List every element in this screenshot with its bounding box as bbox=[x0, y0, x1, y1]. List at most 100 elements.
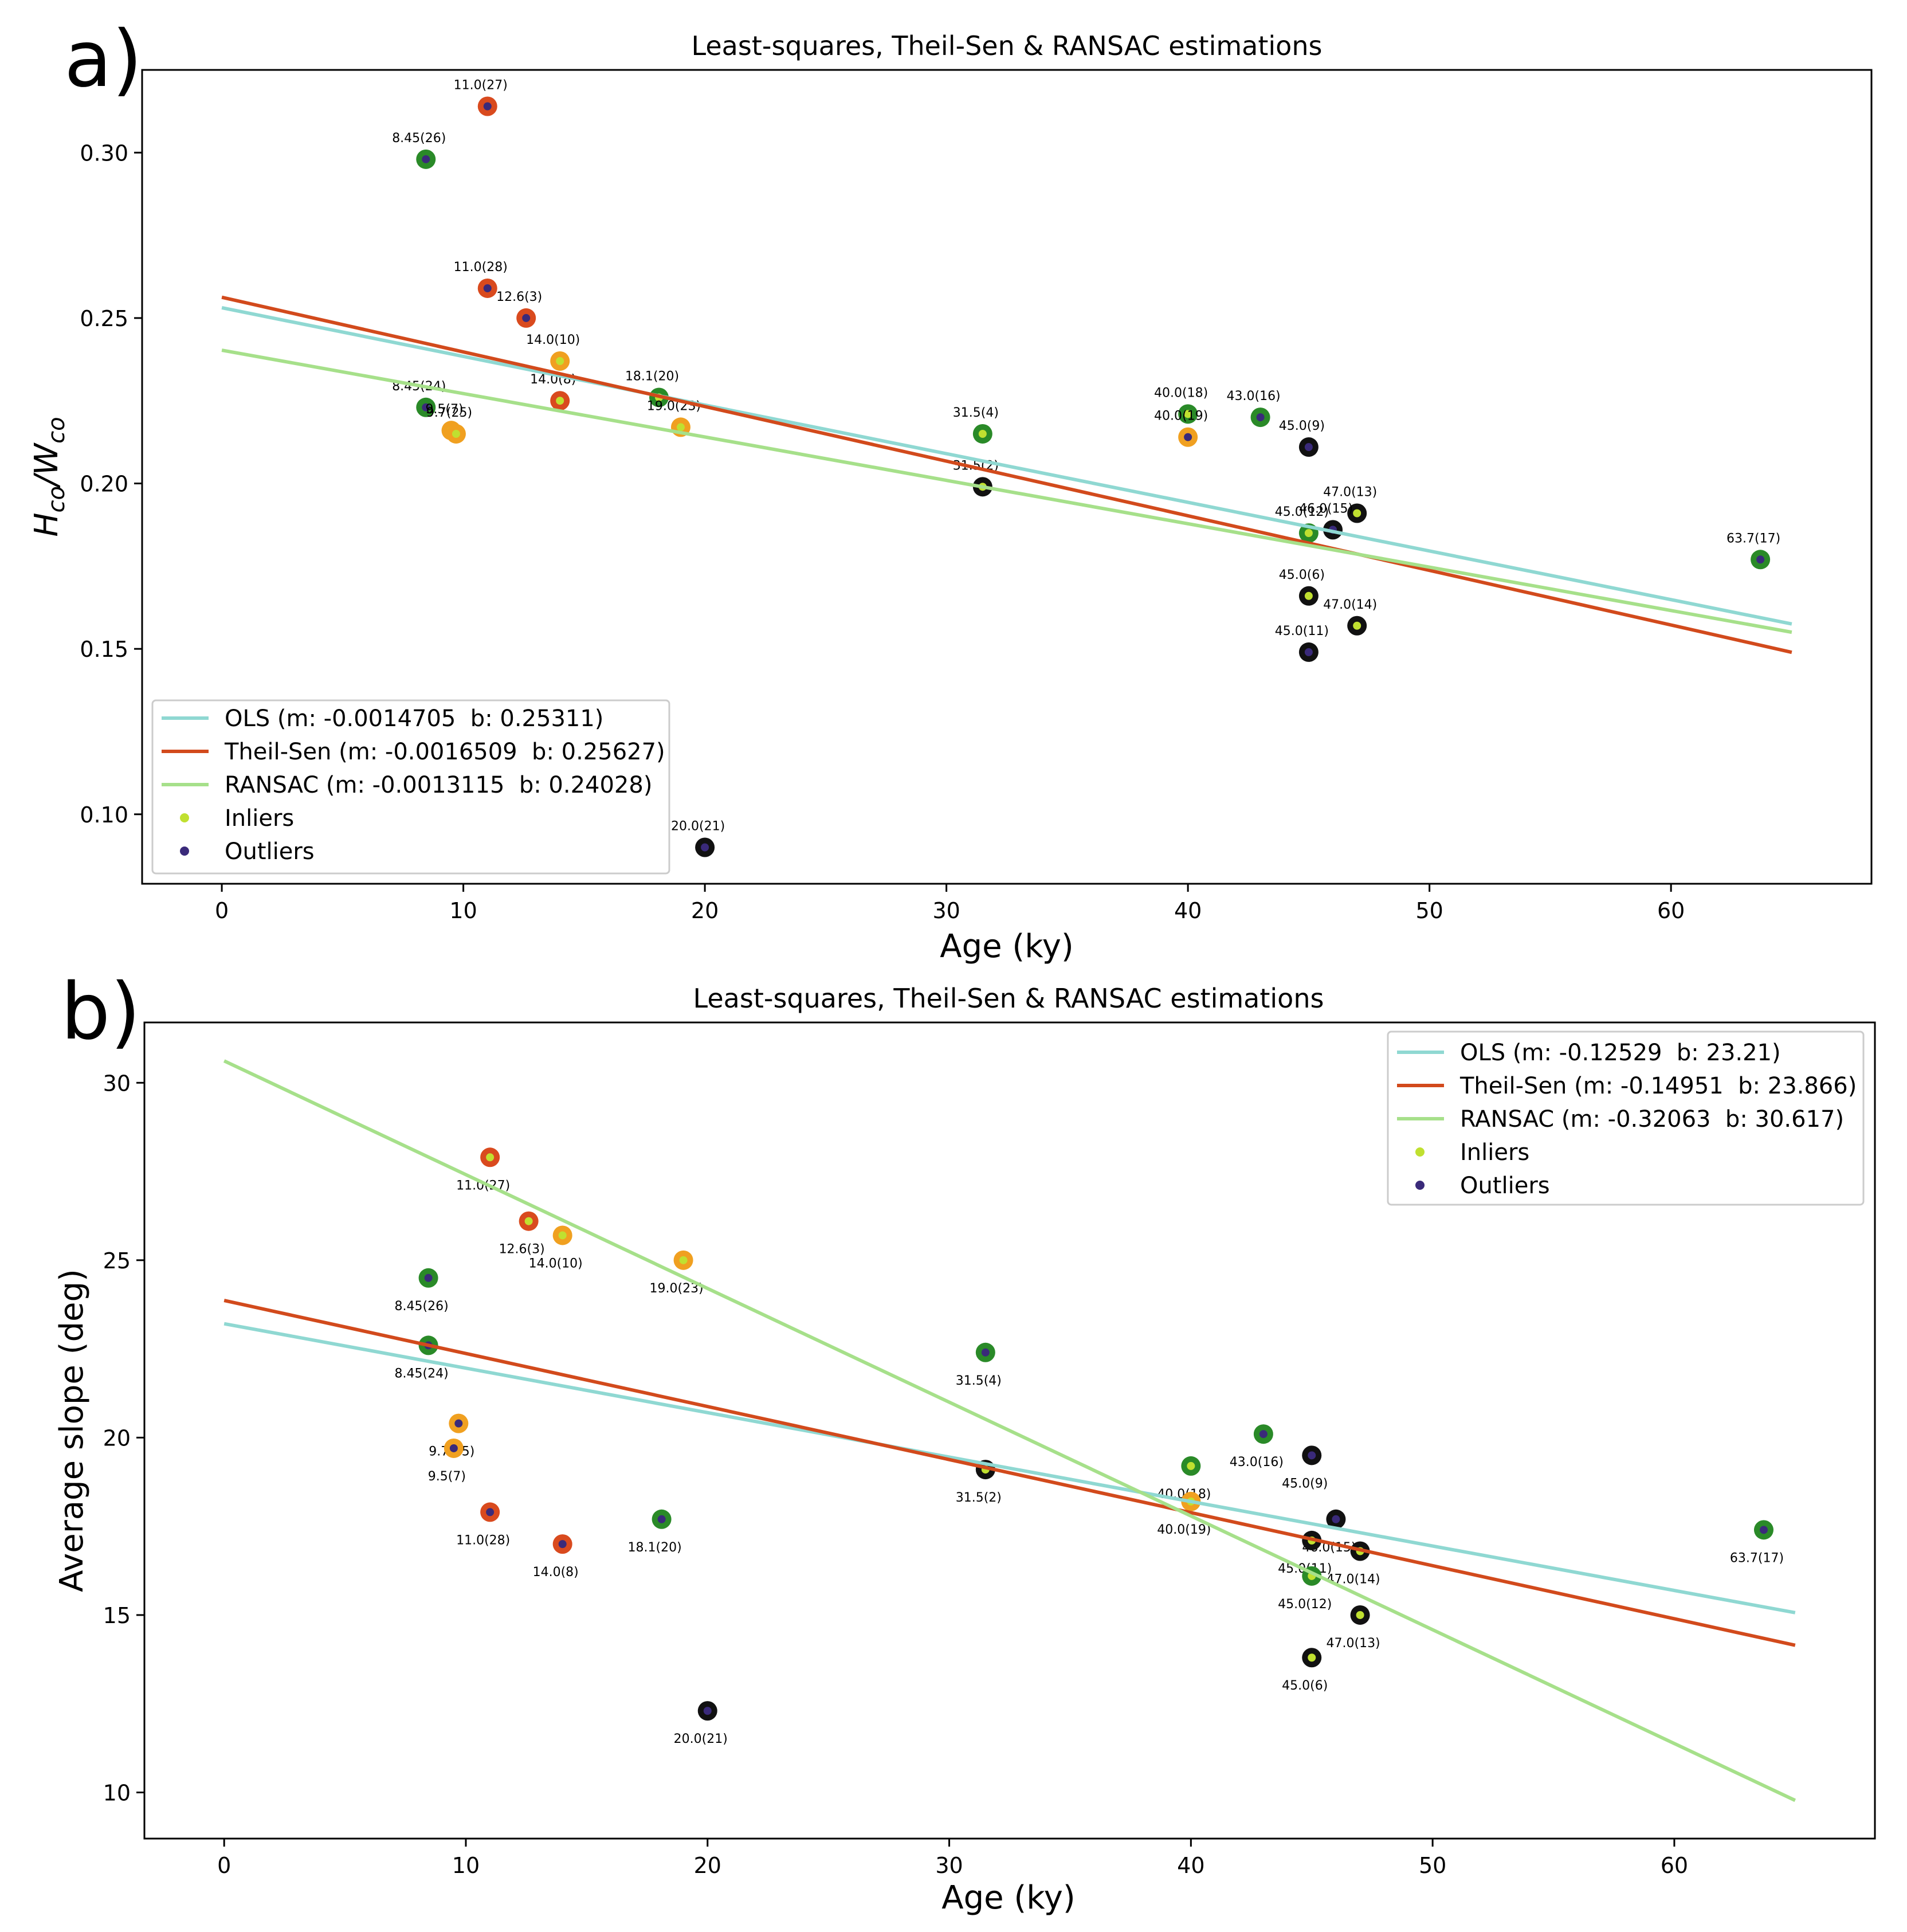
data-point-label: 20.0(21) bbox=[674, 1732, 728, 1746]
panel-a-legend-ols: OLS (m: -0.0014705 b: 0.25311) bbox=[225, 706, 603, 732]
panel-b-x-axis: 0 10 20 30 40 50 60 bbox=[217, 1839, 1688, 1878]
inlier-marker bbox=[1187, 1461, 1195, 1470]
data-point-label: 40.0(19) bbox=[1154, 409, 1208, 424]
data-point-label: 45.0(9) bbox=[1282, 1476, 1328, 1491]
data-point-label: 14.0(10) bbox=[526, 333, 580, 347]
inlier-marker bbox=[558, 1231, 567, 1240]
y-tick-label: 0.20 bbox=[80, 472, 128, 497]
panel-b-legend-outliers-marker bbox=[1415, 1181, 1425, 1190]
outlier-marker bbox=[424, 1273, 433, 1282]
data-point-label: 8.45(26) bbox=[395, 1299, 449, 1314]
panel-b-plot-frame bbox=[143, 1021, 1876, 1840]
data-point-label: 45.0(6) bbox=[1282, 1679, 1328, 1693]
data-point-label: 8.45(26) bbox=[392, 131, 446, 146]
data-point-label: 9.5(7) bbox=[428, 1469, 466, 1484]
y-tick-label: 0.15 bbox=[80, 637, 128, 662]
data-point-label: 9.7(25) bbox=[426, 406, 472, 420]
regression-line-ols bbox=[223, 1322, 1796, 1614]
inlier-marker bbox=[556, 356, 564, 365]
outlier-marker bbox=[703, 1707, 712, 1715]
x-tick-label: 10 bbox=[449, 898, 477, 923]
data-point-label: 11.0(27) bbox=[454, 78, 508, 92]
x-tick-label: 30 bbox=[932, 898, 960, 923]
x-tick-label: 20 bbox=[691, 898, 719, 923]
x-tick-label: 40 bbox=[1177, 1853, 1204, 1878]
panel-a-plot-frame bbox=[141, 69, 1873, 885]
panel-b-label: b) bbox=[61, 967, 140, 1057]
outlier-marker bbox=[1256, 413, 1265, 422]
x-tick-label: 0 bbox=[217, 1853, 231, 1878]
x-tick-label: 0 bbox=[215, 898, 229, 923]
data-point-label: 40.0(18) bbox=[1154, 386, 1208, 400]
x-tick-label: 50 bbox=[1419, 1853, 1446, 1878]
panel-a-legend-inliers-marker bbox=[180, 813, 189, 822]
outlier-marker bbox=[1332, 1515, 1340, 1523]
panel-b-legend: OLS (m: -0.12529 b: 23.21) Theil-Sen (m:… bbox=[1387, 1030, 1865, 1206]
panel-a-legend-box bbox=[151, 699, 670, 875]
data-point-label: 47.0(13) bbox=[1323, 485, 1377, 499]
data-point-label: 43.0(16) bbox=[1227, 389, 1281, 403]
panel-b-legend-theil-sen: Theil-Sen (m: -0.14951 b: 23.866) bbox=[1459, 1073, 1857, 1099]
inlier-marker bbox=[1308, 1653, 1316, 1662]
outlier-marker bbox=[981, 1348, 990, 1357]
data-point-label: 45.0(12) bbox=[1275, 505, 1329, 519]
panel-a-label: a) bbox=[64, 14, 142, 105]
data-point-label: 12.6(3) bbox=[496, 290, 542, 304]
outlier-marker bbox=[1756, 555, 1765, 564]
x-tick-label: 60 bbox=[1661, 1853, 1688, 1878]
panel-a-x-axis-label: Age (ky) bbox=[940, 928, 1073, 965]
panel-a-y-axis: 0.10 0.15 0.20 0.25 0.30 bbox=[80, 140, 142, 828]
inlier-marker bbox=[486, 1153, 495, 1162]
x-tick-label: 30 bbox=[935, 1853, 963, 1878]
y-tick-label: 30 bbox=[103, 1071, 131, 1096]
regression-line-theil-sen bbox=[221, 295, 1792, 655]
y-tick-label: 25 bbox=[103, 1248, 131, 1273]
outlier-marker bbox=[701, 843, 709, 852]
data-point-label: 8.45(24) bbox=[395, 1366, 449, 1381]
data-point-label: 31.5(4) bbox=[953, 406, 999, 420]
inlier-marker bbox=[1356, 1610, 1364, 1619]
outlier-marker bbox=[486, 1508, 495, 1516]
data-point-label: 45.0(11) bbox=[1275, 624, 1329, 638]
outlier-marker bbox=[1304, 443, 1313, 452]
y-tick-label: 10 bbox=[103, 1781, 131, 1806]
x-tick-label: 60 bbox=[1657, 898, 1685, 923]
inlier-marker bbox=[676, 423, 685, 432]
outlier-marker bbox=[449, 1444, 458, 1452]
panel-b-legend-ols: OLS (m: -0.12529 b: 23.21) bbox=[1460, 1040, 1781, 1066]
data-point-label: 9.5(7) bbox=[425, 402, 463, 417]
y-tick-label: 0.25 bbox=[80, 306, 128, 331]
panel-b-y-axis: 10 15 20 25 30 bbox=[103, 1071, 144, 1806]
data-point-label: 47.0(13) bbox=[1327, 1636, 1380, 1651]
inlier-marker bbox=[556, 397, 564, 405]
data-point-label: 47.0(14) bbox=[1323, 598, 1377, 612]
inlier-marker bbox=[1353, 509, 1361, 518]
outlier-marker bbox=[522, 313, 531, 322]
outlier-marker bbox=[657, 1515, 666, 1523]
outlier-marker bbox=[483, 102, 492, 111]
panel-b-legend-outliers: Outliers bbox=[1460, 1173, 1550, 1199]
y-tick-label: 20 bbox=[103, 1425, 131, 1451]
inlier-marker bbox=[452, 429, 460, 438]
panel-a-legend-outliers: Outliers bbox=[225, 838, 315, 865]
panel-b-title: Least-squares, Theil-Sen & RANSAC estima… bbox=[693, 983, 1324, 1014]
y-tick-label: 0.30 bbox=[80, 140, 128, 166]
outlier-marker bbox=[558, 1540, 567, 1549]
outlier-marker bbox=[1304, 648, 1313, 656]
data-point-label: 40.0(19) bbox=[1157, 1523, 1211, 1537]
panel-a-legend-inliers: Inliers bbox=[225, 805, 294, 832]
inlier-marker bbox=[1304, 591, 1313, 600]
data-point-label: 31.5(4) bbox=[956, 1374, 1002, 1388]
regression-line-ransac bbox=[221, 348, 1792, 634]
data-point-label: 63.7(17) bbox=[1726, 531, 1780, 546]
panel-b-y-axis-label: Average slope (deg) bbox=[53, 1269, 91, 1592]
panel-a-legend-outliers-marker bbox=[180, 847, 189, 856]
panel-a-title: Least-squares, Theil-Sen & RANSAC estima… bbox=[692, 30, 1323, 61]
panel-a-legend-ransac: RANSAC (m: -0.0013115 b: 0.24028) bbox=[225, 772, 652, 798]
data-point-label: 11.0(28) bbox=[456, 1533, 510, 1547]
data-point-label: 12.6(3) bbox=[499, 1243, 545, 1257]
data-point-label: 43.0(16) bbox=[1230, 1455, 1284, 1469]
y-tick-label: 15 bbox=[103, 1603, 131, 1628]
outlier-marker bbox=[483, 284, 492, 292]
